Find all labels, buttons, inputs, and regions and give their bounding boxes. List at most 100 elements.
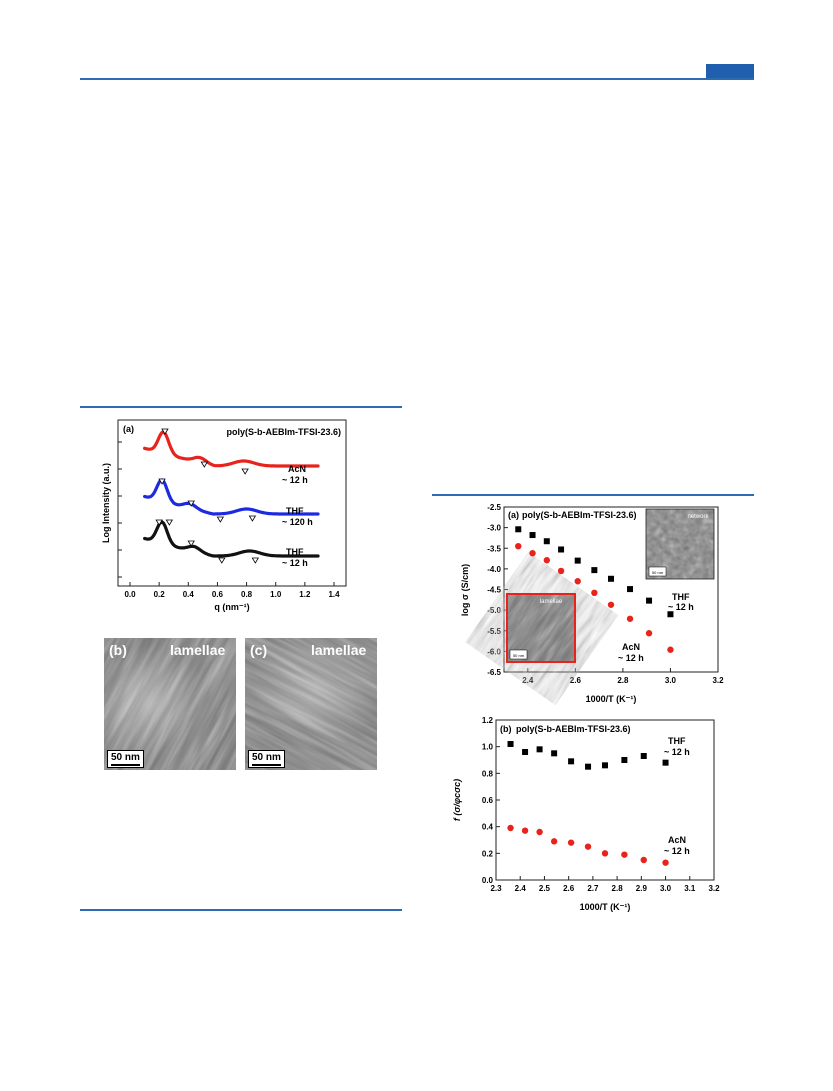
saxs-x-tick-label: 0.0 — [124, 590, 136, 599]
norm-point-series-1 — [567, 839, 575, 846]
cond-point-series-0 — [627, 586, 634, 593]
tem-image-b-texture — [104, 638, 236, 770]
cond-point-series-1 — [607, 601, 615, 608]
cond-point-series-1 — [626, 615, 634, 622]
cond-x-tick-label: 3.2 — [712, 676, 724, 685]
cond-point-series-0 — [558, 546, 565, 553]
tem-image-c: (c) lamellae 50 nm — [245, 638, 377, 770]
norm-point-series-0 — [522, 749, 529, 755]
saxs-x-tick-label: 1.0 — [270, 590, 282, 599]
norm-point-series-0 — [585, 763, 592, 770]
saxs-curve-2 — [143, 520, 320, 558]
cond-point-series-1 — [591, 589, 598, 596]
tem-c-scale-bar: 50 nm — [248, 750, 285, 768]
peak-marker — [251, 557, 260, 564]
norm-x-tick-label: 2.6 — [563, 884, 575, 893]
saxs-curve-1 — [143, 478, 320, 516]
norm-y-ticks: 0.0 0.2 0.4 0.6 0.8 1.0 1.2 — [482, 716, 500, 885]
saxs-x-tick-label: 0.6 — [212, 590, 224, 599]
saxs-label-thf12-2: ~ 12 h — [282, 558, 308, 568]
norm-point-series-1 — [601, 850, 609, 857]
cond-point-series-0 — [529, 532, 536, 539]
cond-x-axis-label: 1000/T (K⁻¹) — [586, 694, 637, 704]
peak-marker — [200, 461, 209, 468]
norm-y-tick-label: 1.2 — [482, 716, 494, 725]
norm-point-series-1 — [621, 851, 628, 858]
saxs-plot-frame — [117, 419, 347, 587]
peak-marker — [187, 540, 195, 547]
norm-x-tick-label: 3.2 — [708, 884, 720, 893]
saxs-curve-0 — [143, 430, 320, 468]
tem-image-c-texture — [245, 638, 377, 770]
tem-c-scale-text: 50 nm — [252, 752, 281, 763]
peak-marker — [155, 519, 163, 526]
peak-marker — [165, 519, 174, 526]
norm-point-series-0 — [507, 741, 514, 747]
norm-point-series-0 — [568, 758, 575, 765]
norm-y-tick-label: 0.2 — [482, 849, 494, 858]
norm-y-tick-label: 1.0 — [482, 743, 494, 752]
inset-network-image: network 50 nm — [645, 508, 715, 580]
saxs-x-ticks: 0.0 0.2 0.4 0.6 0.8 1.0 1.2 1.4 — [124, 582, 340, 599]
norm-point-series-1 — [640, 856, 647, 864]
saxs-x-tick-label: 1.4 — [328, 590, 340, 599]
cond-point-series-1 — [543, 557, 550, 564]
norm-x-tick-label: 3.0 — [660, 884, 672, 893]
norm-x-axis-label: 1000/T (K⁻¹) — [580, 902, 631, 912]
cond-point-series-1 — [645, 630, 653, 637]
tem-c-scale-line — [252, 764, 281, 766]
saxs-label-thf120-2: ~ 120 h — [282, 517, 313, 527]
cond-label-acn-1: AcN — [622, 642, 640, 652]
norm-label-thf-1: THF — [668, 736, 686, 746]
norm-y-tick-label: 0.0 — [482, 876, 494, 885]
cond-y-tick-label: -3.5 — [487, 544, 501, 553]
norm-x-tick-label: 2.9 — [636, 884, 648, 893]
norm-x-tick-label: 2.4 — [515, 884, 527, 893]
norm-point-series-0 — [551, 750, 558, 757]
saxs-x-tick-label: 0.8 — [241, 590, 253, 599]
norm-x-tick-label: 2.8 — [612, 884, 624, 893]
tem-c-morphology-label: lamellae — [311, 642, 367, 658]
saxs-x-tick-label: 0.2 — [154, 590, 166, 599]
norm-point-series-0 — [536, 746, 543, 753]
inset-network-scale: 50 nm — [652, 570, 664, 575]
peak-marker — [158, 478, 166, 485]
saxs-y-axis-label: Log Intensity (a.u.) — [101, 463, 111, 543]
cond-point-series-0 — [574, 557, 581, 564]
tem-b-scale-line — [111, 764, 140, 766]
cond-point-series-0 — [608, 575, 614, 582]
inset-lamellae-scale: 50 nm — [513, 653, 525, 658]
norm-y-tick-label: 0.6 — [482, 796, 494, 805]
norm-point-series-1 — [521, 827, 529, 834]
norm-panel-label: (b) — [500, 724, 512, 734]
saxs-x-axis-label: q (nm⁻¹) — [214, 602, 249, 612]
peak-marker — [187, 500, 195, 507]
cond-point-series-0 — [667, 611, 674, 618]
cond-point-series-1 — [515, 542, 522, 550]
norm-data-points — [507, 741, 669, 866]
cond-y-tick-label: -4.0 — [487, 565, 501, 574]
cond-x-tick-label: 2.6 — [570, 676, 582, 685]
saxs-title: poly(S-b-AEBIm-TFSI-23.6) — [226, 427, 341, 437]
saxs-label-acn-1: AcN — [288, 464, 306, 474]
saxs-y-ticks — [118, 441, 122, 578]
norm-label-thf-2: ~ 12 h — [664, 747, 690, 757]
saxs-label-thf120-1: THF — [286, 506, 304, 516]
inset-lamellae-label: lamellae — [540, 599, 563, 605]
figure-top-rule-left — [80, 406, 402, 408]
tem-b-morphology-label: lamellae — [170, 642, 226, 658]
norm-label-acn-1: AcN — [668, 835, 686, 845]
norm-point-series-1 — [662, 859, 669, 866]
norm-point-series-1 — [550, 838, 558, 845]
peak-marker — [248, 515, 257, 522]
peak-marker — [216, 516, 225, 523]
saxs-label-acn-2: ~ 12 h — [282, 475, 308, 485]
cond-label-thf-2: ~ 12 h — [668, 602, 694, 612]
tem-b-scale-bar: 50 nm — [107, 750, 144, 768]
cond-y-tick-label: -4.5 — [487, 586, 501, 595]
cond-title: poly(S-b-AEBIm-TFSI-23.6) — [522, 510, 637, 520]
norm-title: poly(S-b-AEBIm-TFSI-23.6) — [516, 724, 631, 734]
cond-point-series-1 — [557, 567, 565, 575]
norm-x-tick-label: 3.1 — [684, 884, 696, 893]
conductivity-figure: -2.5-3.0-3.5-4.0-4.5-5.0-5.5-6.0-6.5 2.4… — [460, 504, 724, 706]
